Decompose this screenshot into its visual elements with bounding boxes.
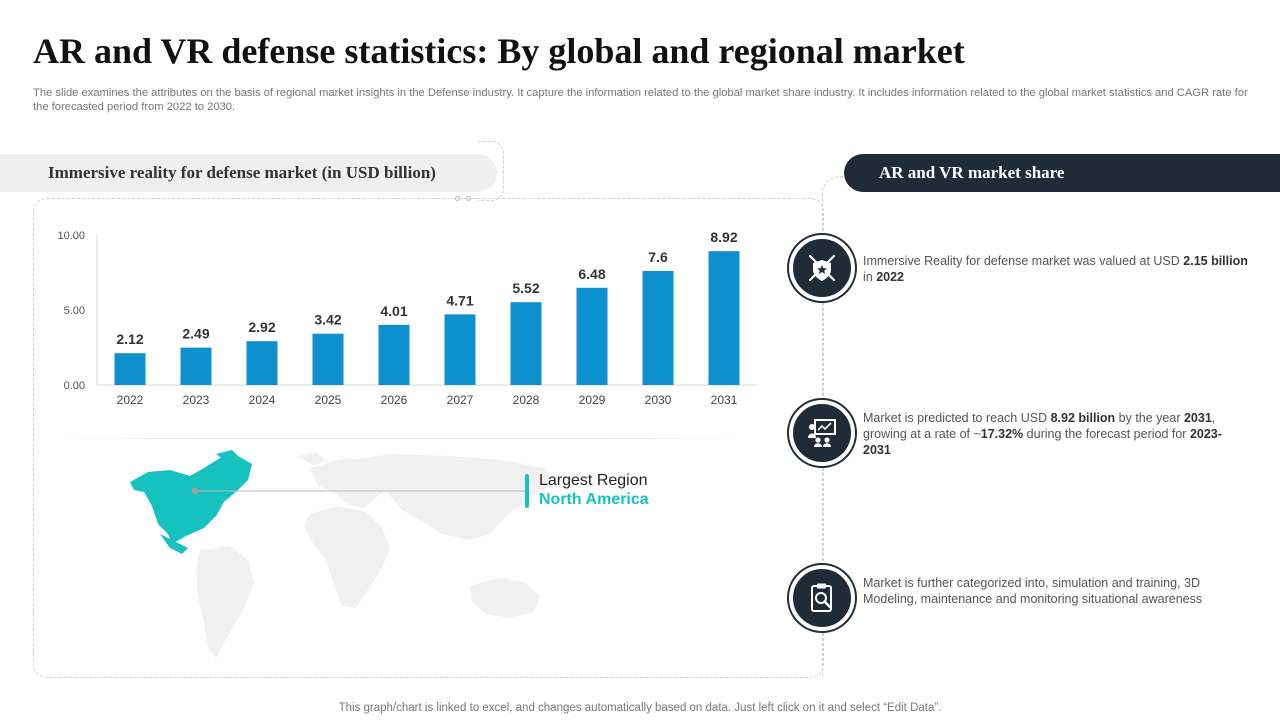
stat-part: in bbox=[863, 270, 877, 284]
stat-part-bold: 2031 bbox=[1183, 411, 1212, 425]
stat-part-bold: 2023-2031 bbox=[863, 427, 1222, 457]
x-tick-label: 2027 bbox=[447, 393, 474, 407]
stat-part-bold: 17.32% bbox=[980, 427, 1024, 441]
bar bbox=[510, 302, 542, 385]
stat-icon-1 bbox=[789, 235, 855, 301]
stat-part-bold: 8.92 billion bbox=[1050, 411, 1116, 425]
x-tick-label: 2022 bbox=[117, 393, 144, 407]
bar bbox=[378, 324, 410, 385]
stat-part: Market is predicted to reach USD bbox=[863, 411, 1051, 425]
stat-text-3: Market is further categorized into, simu… bbox=[863, 575, 1248, 607]
y-tick-label: 5.00 bbox=[64, 305, 85, 317]
world-map bbox=[130, 450, 552, 658]
bar-value-label: 4.01 bbox=[380, 303, 407, 319]
bar-value-label: 4.71 bbox=[446, 292, 473, 308]
presentation-group-icon bbox=[808, 419, 836, 447]
footer-note: This graph/chart is linked to excel, and… bbox=[338, 702, 942, 714]
x-tick-label: 2026 bbox=[381, 393, 408, 407]
stat-text-1: Immersive Reality for defense market was… bbox=[863, 253, 1248, 285]
region-value: North America bbox=[539, 491, 649, 508]
page-subtitle: The slide examines the attributes on the… bbox=[33, 87, 1248, 113]
bar-value-label: 6.48 bbox=[578, 266, 605, 282]
bar-value-label: 8.92 bbox=[710, 229, 737, 245]
x-tick-label: 2030 bbox=[645, 393, 672, 407]
bar bbox=[576, 287, 608, 385]
x-tick-label: 2028 bbox=[513, 393, 540, 407]
bar-value-label: 3.42 bbox=[314, 312, 341, 328]
section-divider bbox=[60, 438, 740, 439]
bar-value-label: 2.12 bbox=[116, 331, 143, 347]
region-accent-bar bbox=[525, 474, 529, 508]
x-tick-label: 2024 bbox=[249, 393, 276, 407]
stat-text-2: Market is predicted to reach USD 8.92 bi… bbox=[863, 410, 1248, 458]
market-share-header: AR and VR market share bbox=[844, 154, 1280, 192]
bar bbox=[708, 251, 740, 385]
x-tick-label: 2031 bbox=[711, 393, 738, 407]
x-tick-label: 2025 bbox=[315, 393, 342, 407]
report-magnifier-icon bbox=[811, 583, 832, 612]
region-label: Largest Region bbox=[539, 472, 648, 489]
bar bbox=[114, 353, 146, 385]
bar bbox=[444, 314, 476, 385]
x-tick-label: 2023 bbox=[183, 393, 210, 407]
stat-part: Immersive Reality for defense market was… bbox=[863, 254, 1184, 268]
bar bbox=[642, 271, 674, 385]
chart-section-header: Immersive reality for defense market (in… bbox=[0, 154, 497, 192]
north-america-region bbox=[130, 450, 252, 554]
x-tick-label: 2029 bbox=[579, 393, 606, 407]
stat-part-bold: 2.15 billion bbox=[1183, 254, 1248, 268]
y-tick-label: 10.00 bbox=[57, 230, 85, 242]
bar-value-label: 7.6 bbox=[648, 249, 668, 265]
bar bbox=[246, 341, 278, 385]
bar bbox=[312, 333, 344, 385]
y-tick-label: 0.00 bbox=[64, 380, 85, 392]
bar-value-label: 5.52 bbox=[512, 280, 539, 296]
stat-part: by the year bbox=[1115, 411, 1184, 425]
stat-part: , growing at a rate of ~ bbox=[863, 411, 1216, 441]
stat-icon-3 bbox=[789, 565, 855, 631]
world-map-continents bbox=[196, 452, 552, 658]
shield-swords-icon bbox=[808, 254, 836, 282]
bar-value-label: 2.92 bbox=[248, 319, 275, 335]
stat-part: Market is further categorized into, simu… bbox=[863, 576, 1203, 606]
header-dashed-connector bbox=[478, 141, 504, 201]
stat-icon-2 bbox=[789, 400, 855, 466]
bar-chart[interactable]: 0.00 5.00 10.00 2.12 2022 2.49 2023 2.92 2024 3.4… bbox=[40, 220, 780, 420]
page-title: AR and VR defense statistics: By global … bbox=[33, 31, 965, 71]
stat-part: during the forecast period for bbox=[1023, 427, 1190, 441]
region-pointer-dot bbox=[191, 487, 199, 495]
bar bbox=[180, 347, 212, 385]
stat-part-bold: 2022 bbox=[876, 270, 905, 284]
bar-value-label: 2.49 bbox=[182, 326, 209, 342]
